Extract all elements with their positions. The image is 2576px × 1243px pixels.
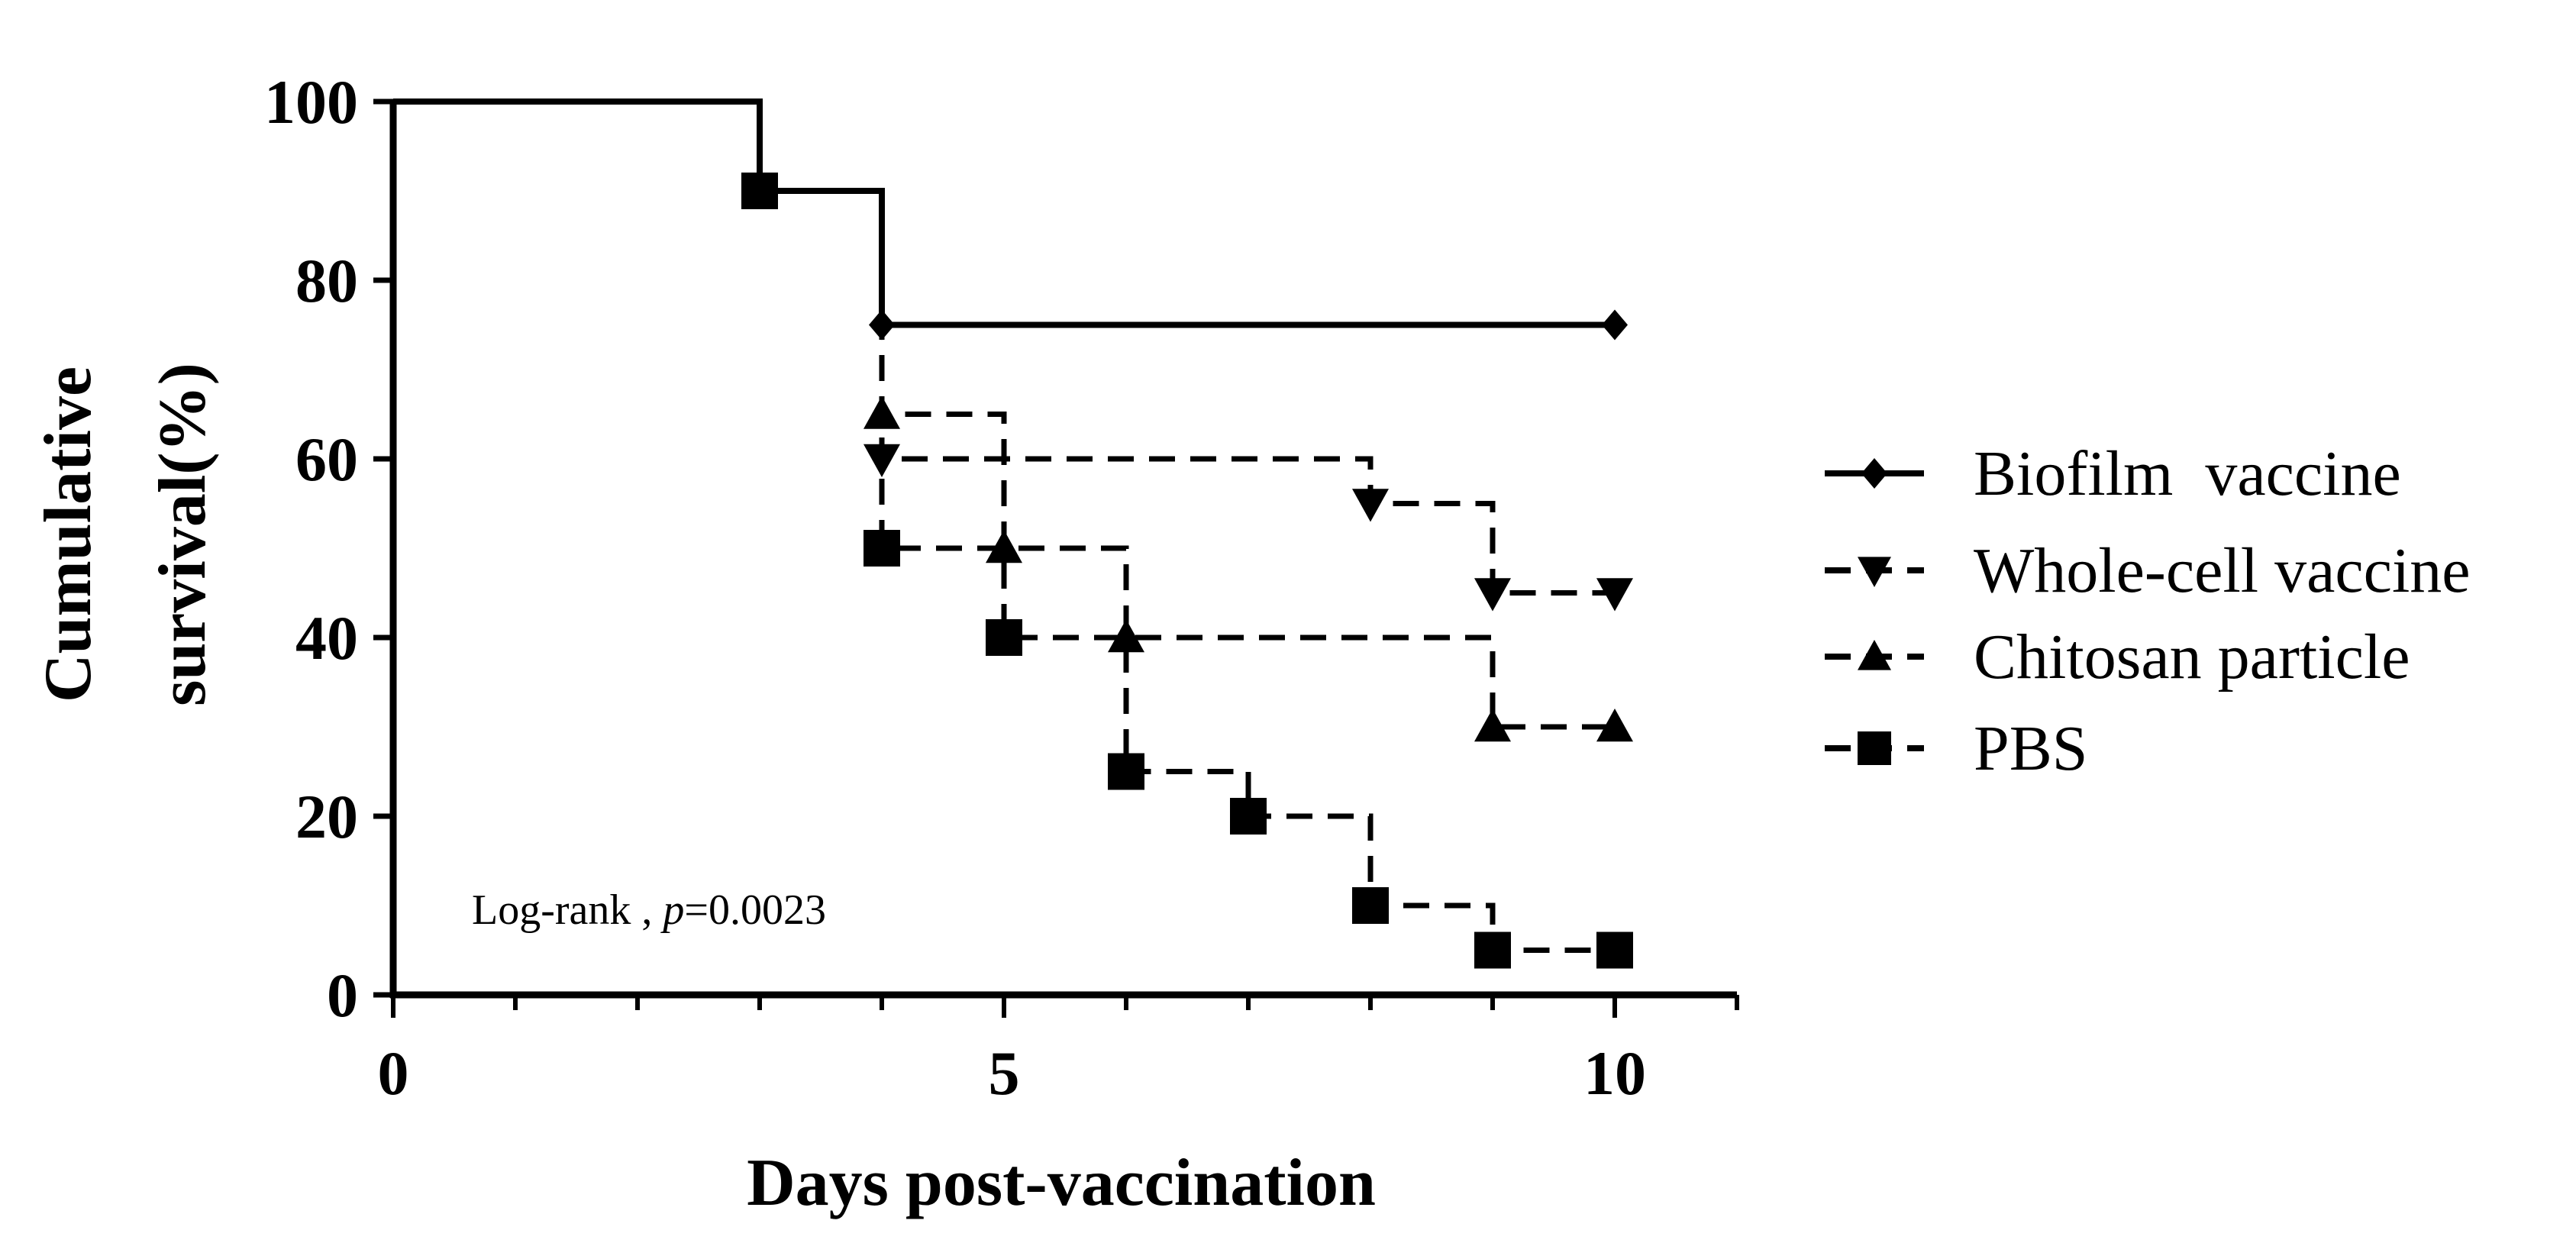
y-tick-label-0: 0 [327, 960, 358, 1030]
series-3-point-1 [864, 530, 900, 567]
series-1-point-0 [864, 444, 900, 477]
x-tick-label-1: 5 [989, 1038, 1020, 1108]
series-3-point-0 [741, 173, 778, 209]
series-2-point-2 [1108, 619, 1144, 653]
y-axis-title-line-1: Cumulative [31, 366, 105, 702]
series-line-3 [393, 98, 1615, 953]
series-3-point-6 [1474, 931, 1511, 969]
series-0-point-0 [869, 309, 895, 341]
legend-marker-0 [1861, 458, 1887, 489]
legend-item-0: Biofilm vaccine [1825, 438, 2401, 509]
y-tick-label-5: 100 [264, 67, 358, 137]
series-3-point-2 [986, 619, 1022, 656]
series-line-0 [393, 98, 1615, 328]
x-tick-label-2: 10 [1583, 1038, 1646, 1108]
y-axis-title-line-2: survival(%) [146, 363, 220, 706]
series-3-point-5 [1352, 887, 1389, 924]
legend-label-1: Whole-cell vaccine [1974, 535, 2471, 606]
legend: Biofilm vaccine Whole-cell vaccine Chitosa… [1825, 438, 2471, 784]
series-line-2 [393, 98, 1615, 730]
x-tick-label-0: 0 [378, 1038, 409, 1108]
legend-item-1: Whole-cell vaccine [1825, 535, 2471, 606]
series-2-point-0 [864, 396, 900, 429]
log-rank-annotation: Log-rank , p=0.0023 [472, 886, 826, 934]
axes: 0 20 40 60 80 100 0 5 10 [264, 67, 1739, 1108]
legend-label-2: Chitosan particle [1974, 622, 2410, 693]
x-axis-title: Days post-vaccination [747, 1146, 1376, 1220]
y-tick-label-2: 40 [295, 603, 358, 673]
series-3-point-4 [1230, 798, 1267, 835]
y-tick-label-4: 80 [295, 246, 358, 315]
legend-item-3: PBS [1825, 713, 2087, 784]
legend-marker-2 [1858, 640, 1891, 670]
legend-marker-3 [1858, 731, 1891, 765]
series-lines [393, 98, 1615, 953]
series-2-point-3 [1474, 709, 1511, 742]
series-1-point-2 [1474, 578, 1511, 612]
y-axis-title: Cumulative survival(%) [31, 363, 220, 706]
y-tick-label-1: 20 [295, 782, 358, 851]
y-tick-label-3: 60 [295, 425, 358, 494]
legend-label-0: Biofilm vaccine [1974, 438, 2401, 509]
series-1-point-3 [1596, 578, 1633, 612]
series-line-1 [393, 98, 1615, 596]
series-markers [741, 173, 1633, 969]
series-0-point-1 [1602, 309, 1628, 341]
legend-marker-1 [1858, 557, 1891, 587]
series-2-point-1 [986, 530, 1022, 563]
series-2-point-4 [1596, 709, 1633, 742]
series-3-point-7 [1596, 931, 1633, 969]
series-3-point-3 [1108, 753, 1144, 790]
legend-label-3: PBS [1974, 713, 2087, 784]
legend-item-2: Chitosan particle [1825, 622, 2410, 693]
series-1-point-1 [1352, 489, 1389, 522]
